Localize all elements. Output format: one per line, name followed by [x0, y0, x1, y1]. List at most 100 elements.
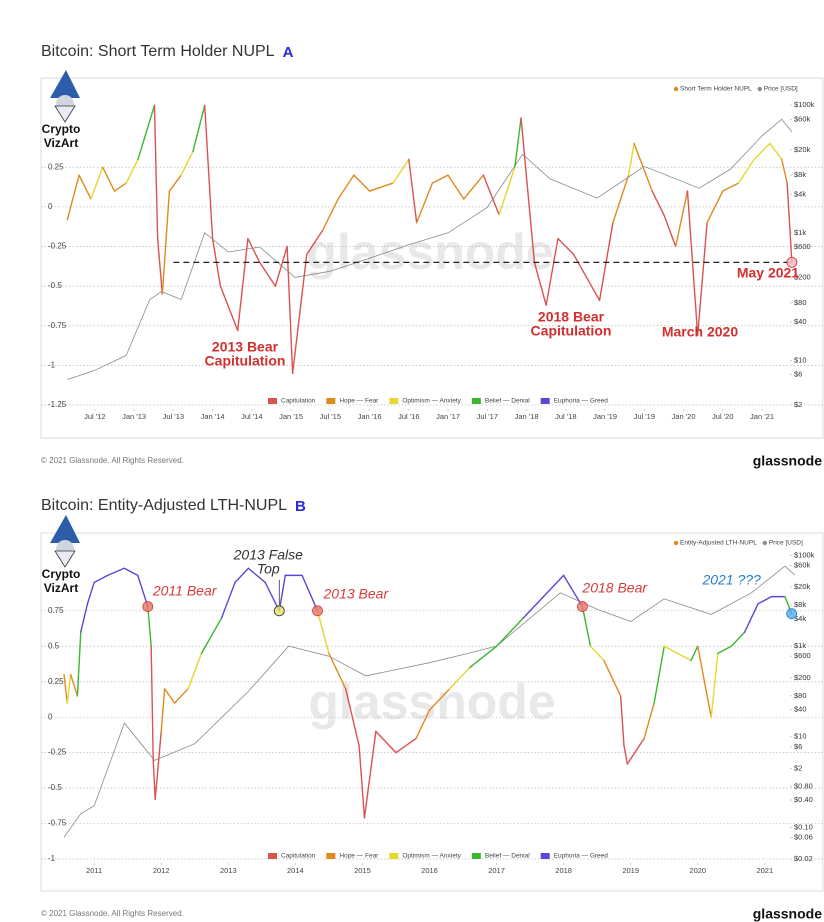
x-tick-label: 2020	[689, 866, 706, 875]
annotation-text: May 2021	[737, 265, 799, 281]
annotation-text: Capitulation	[205, 353, 286, 369]
zone-swatch	[326, 853, 336, 859]
nupl-segment	[572, 253, 601, 302]
x-tick-label: Jul '20	[712, 412, 733, 421]
x-tick-label: Jan '16	[358, 412, 382, 421]
brand: glassnode	[753, 453, 822, 469]
x-tick-label: Jan '19	[593, 412, 617, 421]
y2-tick-label: $80	[794, 298, 807, 307]
nupl-segment	[337, 174, 355, 200]
x-tick-label: Jul '19	[634, 412, 655, 421]
nupl-segment	[717, 645, 732, 655]
zone-label: Euphoria — Greed	[554, 398, 609, 405]
nupl-segment	[696, 222, 708, 336]
nupl-segment	[690, 645, 699, 662]
nupl-segment	[160, 688, 166, 733]
annotation-text: March 2020	[662, 324, 738, 340]
nupl-segment	[722, 182, 740, 192]
panel-label: B	[295, 498, 306, 515]
nupl-segment	[562, 574, 584, 608]
y2-tick-label: $20k	[794, 582, 811, 591]
nupl-segment	[66, 174, 80, 221]
nupl-segment	[557, 237, 575, 256]
y2-tick-label: $100k	[794, 550, 815, 559]
x-tick-label: 2014	[287, 866, 304, 875]
y2-tick-label: $0.02	[794, 854, 813, 863]
nupl-segment	[147, 605, 152, 647]
nupl-segment	[106, 567, 126, 577]
x-tick-label: Jan '20	[672, 412, 696, 421]
y2-tick-label: $0.10	[794, 822, 813, 831]
y2-tick-label: $1k	[794, 641, 806, 650]
copyright: © 2021 Glassnode. All Rights Reserved.	[41, 909, 184, 918]
nupl-segment	[651, 190, 665, 216]
brand: glassnode	[753, 906, 822, 922]
nupl-segment	[368, 182, 394, 192]
copyright: © 2021 Glassnode. All Rights Reserved.	[41, 456, 184, 465]
chart-frame	[40, 532, 824, 892]
nupl-segment	[495, 617, 525, 647]
annotation-marker	[786, 256, 798, 268]
annotation-marker	[142, 601, 154, 612]
nupl-segment	[247, 237, 261, 264]
nupl-segment	[542, 574, 565, 598]
y2-tick-label: $2	[794, 400, 802, 409]
y2-tick-label: $600	[794, 242, 811, 251]
nupl-segment	[375, 730, 397, 754]
annotation-text: 2011 Bear	[152, 582, 218, 598]
nupl-segment	[753, 142, 771, 161]
zone-label: Capitulation	[281, 853, 316, 860]
nupl-segment	[686, 190, 699, 336]
zone-swatch	[268, 398, 277, 404]
y2-tick-label: $40	[794, 317, 807, 326]
zone-label: Belief — Denial	[485, 398, 530, 405]
y-tick-label: 0.25	[48, 162, 64, 171]
annotation-text: 2013 False	[233, 547, 303, 563]
nupl-segment	[220, 581, 236, 619]
nupl-segment	[533, 261, 547, 306]
x-tick-label: Jan '15	[279, 412, 303, 421]
nupl-segment	[663, 645, 679, 655]
legend-swatch	[762, 540, 768, 546]
x-tick-label: Jul '12	[84, 412, 105, 421]
x-tick-label: Jan '21	[750, 412, 774, 421]
y-tick-label: 0.5	[48, 641, 60, 650]
nupl-segment	[780, 158, 788, 184]
nupl-segment	[301, 574, 319, 612]
nupl-segment	[204, 104, 214, 240]
nupl-segment	[737, 158, 755, 184]
nupl-segment	[278, 574, 287, 612]
nupl-segment	[392, 158, 410, 184]
y-tick-label: -0.75	[48, 321, 67, 330]
nupl-segment	[744, 603, 759, 633]
nupl-segment	[247, 567, 266, 584]
nupl-segment	[137, 104, 156, 161]
y-tick-label: -1	[48, 360, 56, 369]
y2-tick-label: $8k	[794, 170, 806, 179]
legend-swatch	[673, 86, 679, 92]
nupl-segment	[90, 166, 104, 200]
zone-label: Euphoria — Greed	[554, 853, 609, 860]
annotation-text: 2018 Bear	[581, 579, 648, 595]
legend-label: Price [USD]	[764, 86, 798, 93]
nupl-segment	[78, 174, 92, 200]
nupl-segment	[447, 174, 465, 200]
nupl-segment	[643, 702, 655, 740]
watermark: glassnode	[308, 674, 555, 730]
annotation-marker	[312, 605, 323, 617]
logo-text: Crypto	[42, 122, 81, 136]
zone-swatch	[326, 398, 336, 404]
legend-label: Entity-Adjusted LTH-NUPL	[680, 540, 757, 547]
panel-label: A	[283, 44, 294, 61]
zone-label: Hope — Fear	[339, 398, 379, 405]
nupl-segment	[316, 610, 330, 655]
nupl-segment	[786, 182, 793, 264]
y2-tick-label: $10	[794, 732, 807, 741]
y-tick-label: 0.25	[48, 677, 64, 686]
y2-tick-label: $1k	[794, 228, 806, 237]
x-tick-label: Jul '16	[398, 412, 419, 421]
y2-tick-label: $0.80	[794, 781, 813, 790]
nupl-segment	[306, 229, 324, 256]
nupl-segment	[463, 174, 485, 200]
